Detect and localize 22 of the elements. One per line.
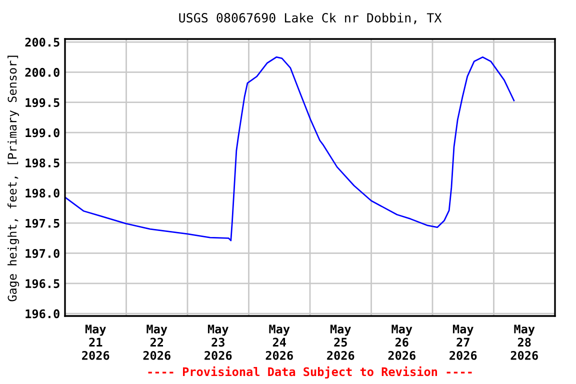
y-tick-label: 198.0 <box>26 188 60 198</box>
x-tick-label: May 24 2026 <box>266 324 293 360</box>
y-tick-label: 196.5 <box>26 279 60 288</box>
y-tick-label: 200.5 <box>25 38 60 47</box>
x-tick-label: May 27 2026 <box>450 324 477 360</box>
line-series <box>65 56 515 242</box>
y-tick-label: 197.0 <box>26 248 60 258</box>
x-tick-label: May 25 2026 <box>327 324 354 360</box>
x-tick-label: May 22 2026 <box>143 324 170 360</box>
y-axis-title: Gage height, feet, [Primary Sensor] <box>8 56 20 302</box>
y-tick-label: 199.5 <box>26 98 60 108</box>
text: ---- Provisional Data Subject to Revision ---- <box>148 366 472 378</box>
y-tick-label: 197.5 <box>26 218 60 228</box>
x-tick-label: May 23 2026 <box>204 324 232 360</box>
y-tick-label: 196.0 <box>26 309 60 318</box>
chart-title: USGS 08067690 Lake Ck nr Dobbin, TX <box>179 12 442 24</box>
x-tick-label: May 26 2026 <box>388 324 416 360</box>
y-tick-label: 198.5 <box>26 158 60 168</box>
y-tick-label: 200.0 <box>25 68 60 77</box>
x-tick-label: May 28 2026 <box>510 324 538 360</box>
x-tick-label: May 21 2026 <box>82 324 110 360</box>
y-tick-label: 199.0 <box>26 128 60 138</box>
